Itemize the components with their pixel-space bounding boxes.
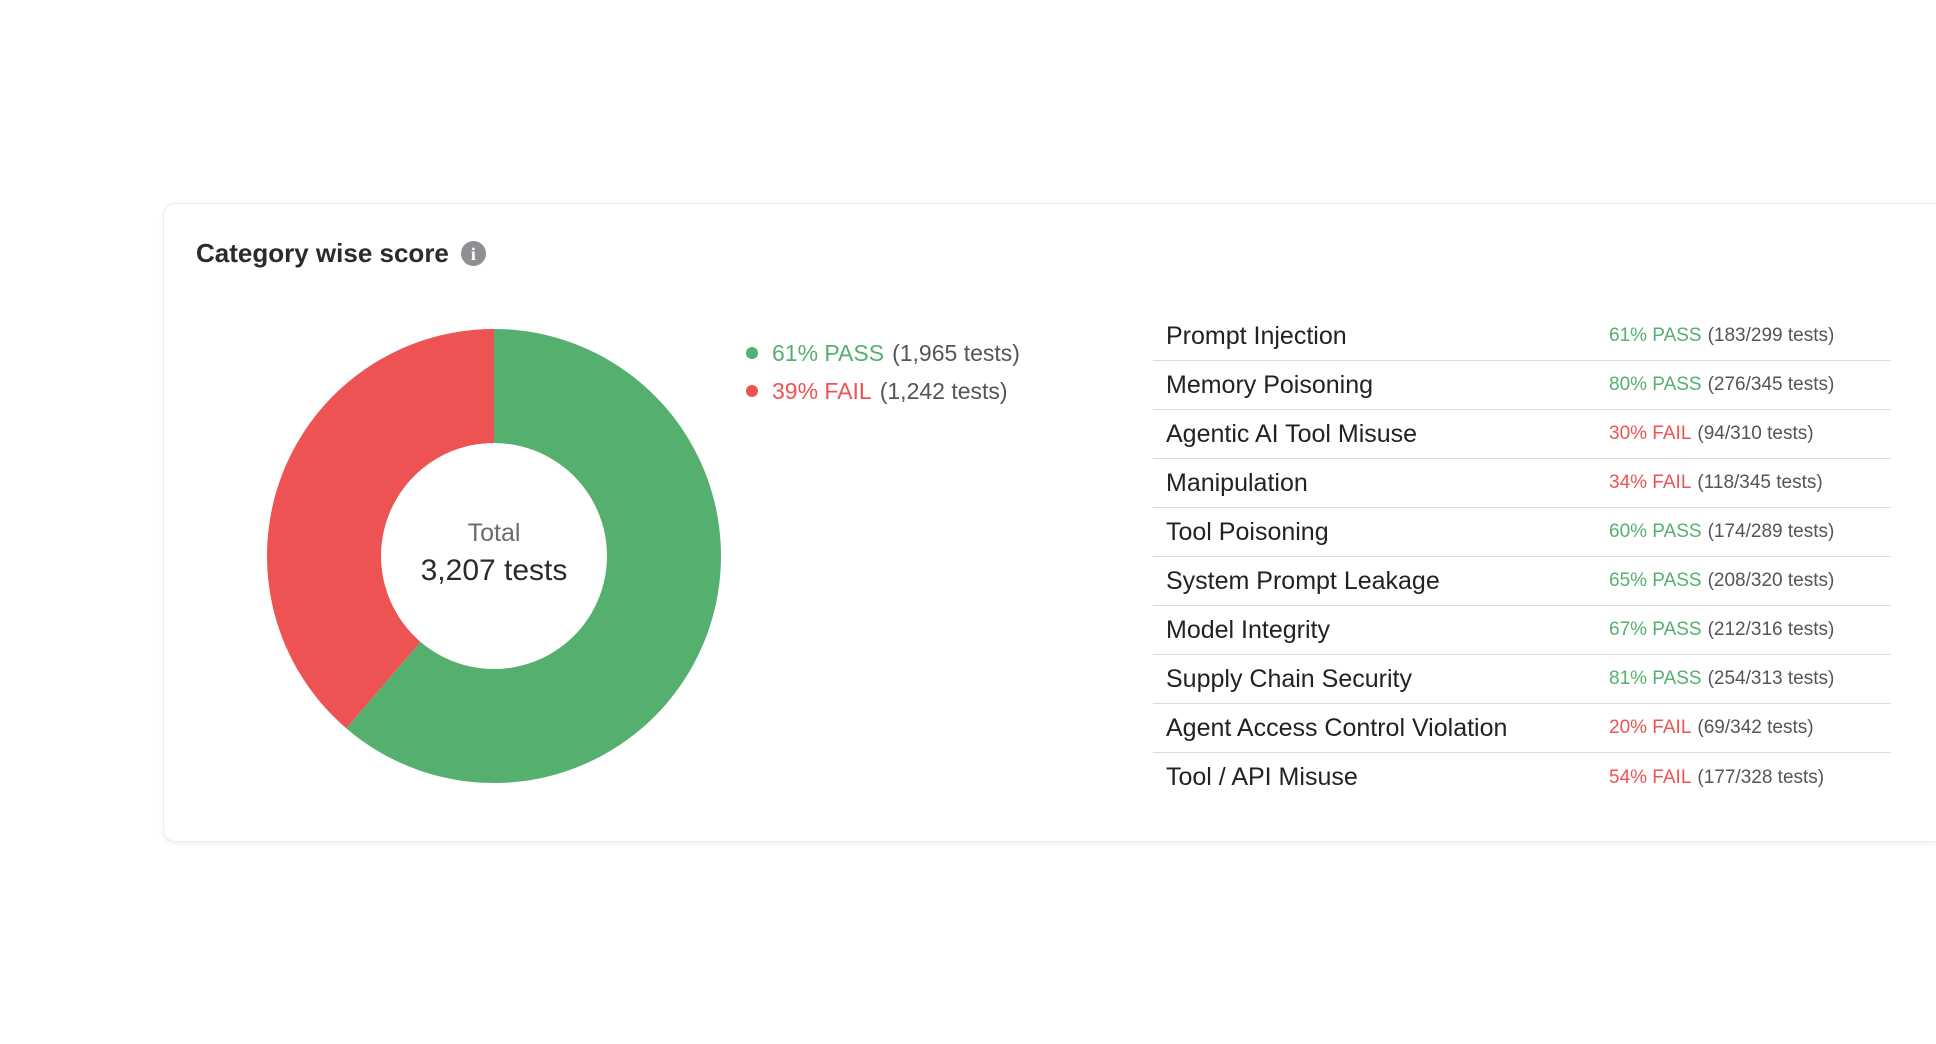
legend-percent: 61% PASS bbox=[772, 339, 885, 366]
category-score-card: Category wise score i Total 3,207 tests … bbox=[163, 203, 1936, 842]
category-status: 81% PASS bbox=[1609, 668, 1702, 689]
category-status: 60% PASS bbox=[1609, 521, 1702, 542]
donut-slice-pass[interactable] bbox=[346, 329, 721, 783]
category-count: (212/316 tests) bbox=[1707, 619, 1835, 640]
category-status: 20% FAIL bbox=[1609, 717, 1692, 738]
table-row: System Prompt Leakage 65% PASS (208/320 te… bbox=[1153, 557, 1891, 606]
category-status: 80% PASS bbox=[1609, 374, 1702, 395]
legend-dot bbox=[746, 347, 758, 359]
table-row: Prompt Injection 61% PASS (183/299 tests) bbox=[1153, 312, 1891, 361]
table-row: Agent Access Control Violation 20% FAIL (6… bbox=[1153, 704, 1891, 753]
table-row: Tool Poisoning 60% PASS (174/289 tests) bbox=[1153, 508, 1891, 557]
legend-percent: 39% FAIL bbox=[772, 377, 872, 404]
legend-dot bbox=[746, 385, 758, 397]
category-name: Supply Chain Security bbox=[1166, 664, 1412, 693]
table-row: Tool / API Misuse 54% FAIL (177/328 tests) bbox=[1153, 753, 1891, 802]
category-count: (118/345 tests) bbox=[1697, 472, 1823, 493]
card-header: Category wise score i bbox=[196, 238, 486, 269]
category-count: (69/342 tests) bbox=[1697, 717, 1814, 738]
category-name: Tool Poisoning bbox=[1166, 517, 1329, 546]
category-name: Manipulation bbox=[1166, 468, 1308, 497]
category-status: 65% PASS bbox=[1609, 570, 1702, 591]
category-name: Prompt Injection bbox=[1166, 321, 1347, 350]
category-count: (208/320 tests) bbox=[1707, 570, 1835, 591]
category-name: Agent Access Control Violation bbox=[1166, 713, 1508, 742]
category-count: (177/328 tests) bbox=[1697, 766, 1825, 788]
legend-item-pass: 61% PASS (1,965 tests) bbox=[746, 334, 1020, 372]
donut-slice-fail[interactable] bbox=[267, 329, 494, 729]
legend-item-fail: 39% FAIL (1,242 tests) bbox=[746, 372, 1020, 410]
legend-count: (1,242 tests) bbox=[879, 377, 1008, 404]
category-status: 30% FAIL bbox=[1609, 423, 1692, 444]
category-status: 54% FAIL bbox=[1609, 766, 1692, 788]
category-status: 61% PASS bbox=[1609, 325, 1702, 346]
legend-count: (1,965 tests) bbox=[892, 339, 1020, 366]
table-row: Model Integrity 67% PASS (212/316 tests) bbox=[1153, 606, 1891, 655]
donut-chart bbox=[267, 329, 721, 783]
table-row: Memory Poisoning 80% PASS (276/345 tests) bbox=[1153, 361, 1891, 410]
card-title: Category wise score bbox=[196, 238, 449, 268]
category-name: System Prompt Leakage bbox=[1166, 566, 1440, 595]
category-name: Tool / API Misuse bbox=[1166, 763, 1358, 791]
chart-legend: 61% PASS (1,965 tests) 39% FAIL (1,242 test… bbox=[746, 334, 1020, 410]
category-name: Agentic AI Tool Misuse bbox=[1166, 419, 1418, 448]
category-count: (276/345 tests) bbox=[1707, 374, 1835, 395]
category-status: 34% FAIL bbox=[1609, 472, 1692, 493]
category-table: Prompt Injection 61% PASS (183/299 tests) M… bbox=[1153, 312, 1891, 802]
table-row: Supply Chain Security 81% PASS (254/313 te… bbox=[1153, 655, 1891, 704]
category-name: Model Integrity bbox=[1166, 615, 1330, 644]
info-icon[interactable]: i bbox=[460, 241, 486, 266]
table-row: Manipulation 34% FAIL (118/345 tests) bbox=[1153, 459, 1891, 508]
category-status: 67% PASS bbox=[1609, 619, 1702, 640]
category-name: Memory Poisoning bbox=[1166, 370, 1374, 399]
category-count: (174/289 tests) bbox=[1707, 521, 1835, 542]
category-count: (183/299 tests) bbox=[1707, 325, 1835, 346]
category-count: (94/310 tests) bbox=[1697, 423, 1814, 444]
table-row: Agentic AI Tool Misuse 30% FAIL (94/310 te… bbox=[1153, 410, 1891, 459]
category-count: (254/313 tests) bbox=[1707, 668, 1835, 689]
